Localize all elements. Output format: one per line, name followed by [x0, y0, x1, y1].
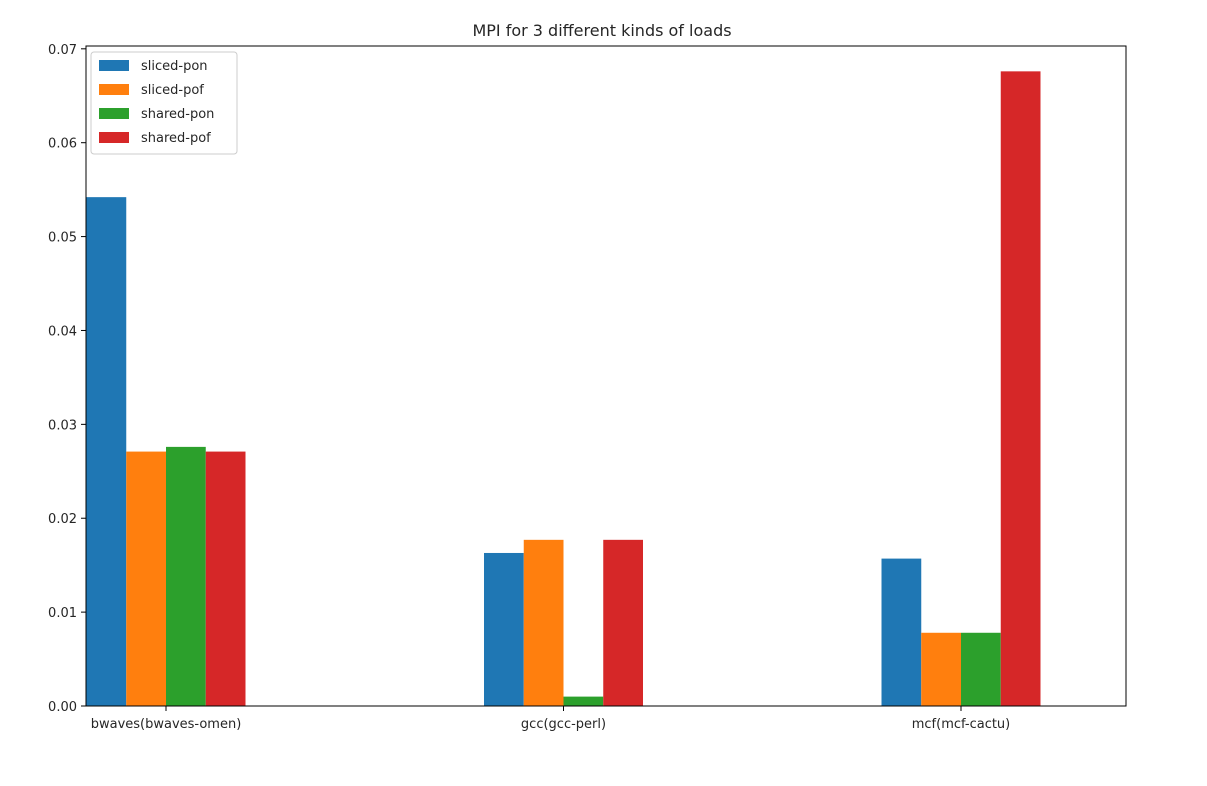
bar-shared-pon-2	[961, 632, 1001, 706]
legend-label: shared-pon	[141, 107, 214, 122]
bar-shared-pof-1	[603, 539, 643, 706]
bar-sliced-pof-1	[523, 539, 564, 706]
y-tick-label: 0.04	[48, 324, 77, 339]
legend-swatch	[99, 84, 129, 95]
y-tick-label: 0.07	[48, 43, 77, 58]
bar-sliced-pon-0	[86, 197, 127, 706]
y-tick-label: 0.06	[48, 137, 77, 152]
legend-swatch	[99, 60, 129, 71]
x-tick-label: bwaves(bwaves-omen)	[91, 717, 242, 732]
legend: sliced-pon sliced-pof shared-pon shared-pof	[90, 51, 238, 155]
y-tick-label: 0.03	[48, 418, 77, 433]
legend-box	[90, 51, 238, 155]
legend-label: sliced-pof	[141, 83, 204, 98]
legend-swatch	[99, 132, 129, 143]
bar-shared-pof-2	[1000, 71, 1041, 707]
legend-label: sliced-pon	[141, 59, 208, 74]
plot-frame	[85, 45, 1127, 707]
bars-layer	[86, 71, 1041, 707]
axes-layer: 0.00 0.01 0.02 0.03 0.04 0.05 0.06 0.07 bwaves(b…	[48, 43, 1127, 732]
bar-sliced-pon-1	[484, 552, 524, 706]
x-tick-label: gcc(gcc-perl)	[521, 717, 606, 732]
bar-sliced-pof-2	[921, 632, 961, 706]
bar-shared-pon-1	[563, 696, 604, 706]
legend-label: shared-pof	[141, 131, 211, 146]
bar-shared-pon-0	[166, 446, 206, 706]
bar-shared-pof-0	[205, 451, 246, 706]
y-tick-label: 0.02	[48, 512, 77, 527]
bar-sliced-pof-0	[126, 451, 166, 706]
legend-swatch	[99, 108, 129, 119]
y-tick-label: 0.01	[48, 606, 77, 621]
bar-sliced-pon-2	[881, 558, 922, 706]
chart-title: MPI for 3 different kinds of loads	[472, 21, 731, 40]
x-tick-label: mcf(mcf-cactu)	[912, 717, 1011, 732]
y-tick-label: 0.05	[48, 231, 77, 246]
y-tick-label: 0.00	[48, 700, 77, 715]
